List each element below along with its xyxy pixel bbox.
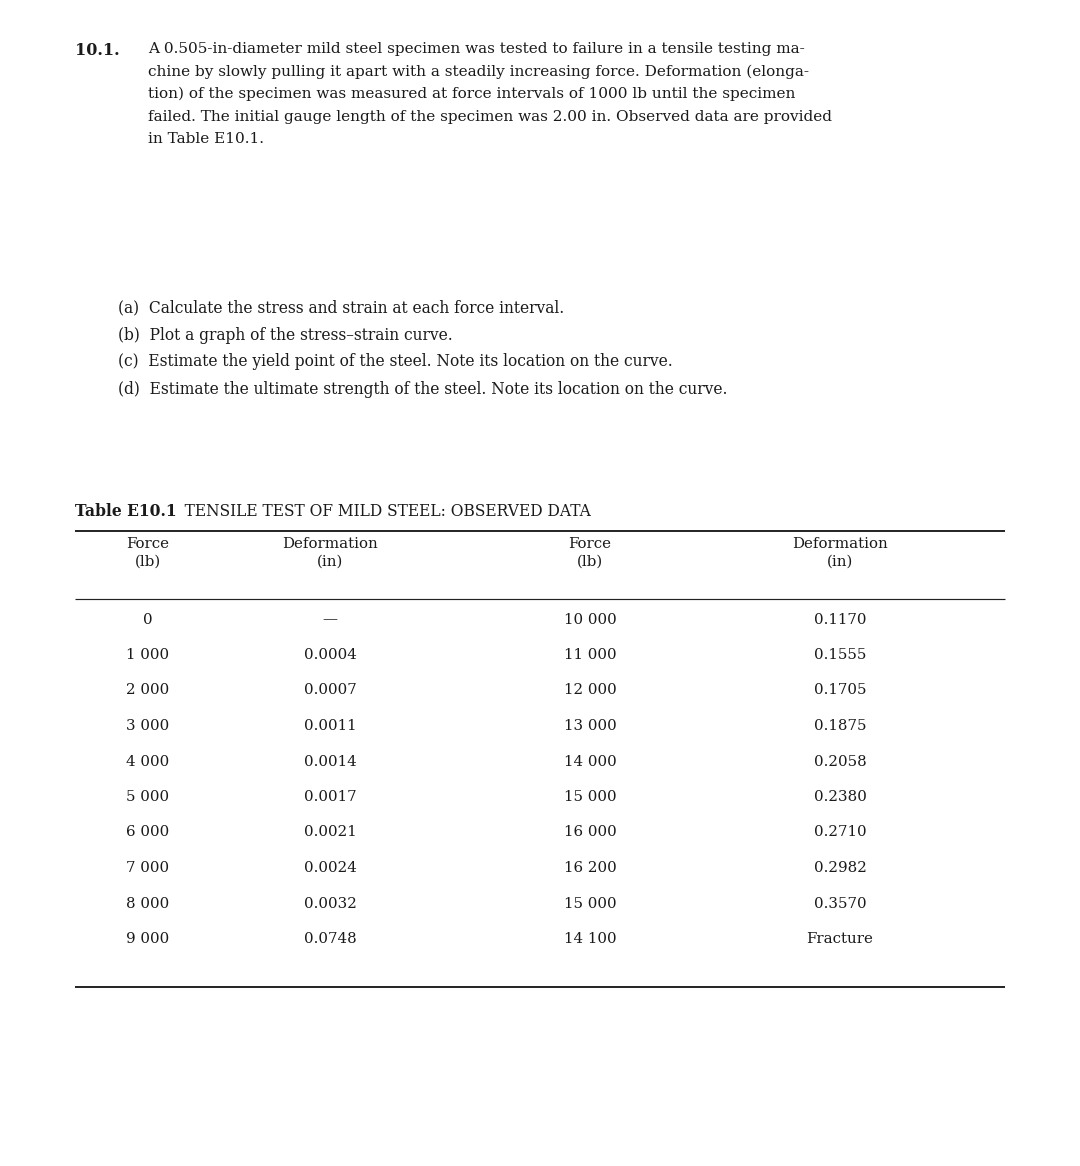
Text: 0.0011: 0.0011 <box>303 719 356 733</box>
Text: 10.1.: 10.1. <box>75 42 120 59</box>
Text: 15 000: 15 000 <box>564 791 617 805</box>
Text: 8 000: 8 000 <box>126 897 170 911</box>
Text: 13 000: 13 000 <box>564 719 617 733</box>
Text: 14 100: 14 100 <box>564 932 617 946</box>
Text: 0: 0 <box>144 612 152 626</box>
Text: Force
(lb): Force (lb) <box>126 536 170 568</box>
Text: 14 000: 14 000 <box>564 754 617 768</box>
Text: 5 000: 5 000 <box>126 791 170 805</box>
Text: 0.0021: 0.0021 <box>303 826 356 840</box>
Text: 0.1170: 0.1170 <box>813 612 866 626</box>
Text: 10 000: 10 000 <box>564 612 617 626</box>
Text: 2 000: 2 000 <box>126 683 170 697</box>
Text: (b)  Plot a graph of the stress–strain curve.: (b) Plot a graph of the stress–strain cu… <box>118 326 453 344</box>
Text: 0.2982: 0.2982 <box>813 861 866 874</box>
Text: A 0.505-in-diameter mild steel specimen was tested to failure in a tensile testi: A 0.505-in-diameter mild steel specimen … <box>148 42 805 56</box>
Text: Deformation
(in): Deformation (in) <box>792 536 888 568</box>
Text: 0.2058: 0.2058 <box>813 754 866 768</box>
Text: 0.1555: 0.1555 <box>814 648 866 662</box>
Text: 16 200: 16 200 <box>564 861 617 874</box>
Text: 12 000: 12 000 <box>564 683 617 697</box>
Text: 0.0007: 0.0007 <box>303 683 356 697</box>
Text: —: — <box>323 612 337 626</box>
Text: 0.2710: 0.2710 <box>813 826 866 840</box>
Text: Deformation
(in): Deformation (in) <box>282 536 378 568</box>
Text: 11 000: 11 000 <box>564 648 617 662</box>
Text: Force
(lb): Force (lb) <box>568 536 611 568</box>
Text: 16 000: 16 000 <box>564 826 617 840</box>
Text: (a)  Calculate the stress and strain at each force interval.: (a) Calculate the stress and strain at e… <box>118 300 564 316</box>
Text: 0.0017: 0.0017 <box>303 791 356 805</box>
Text: 0.1705: 0.1705 <box>813 683 866 697</box>
Text: 0.1875: 0.1875 <box>813 719 866 733</box>
Text: TENSILE TEST OF MILD STEEL: OBSERVED DATA: TENSILE TEST OF MILD STEEL: OBSERVED DAT… <box>170 503 591 520</box>
Text: 9 000: 9 000 <box>126 932 170 946</box>
Text: 0.2380: 0.2380 <box>813 791 866 805</box>
Text: tion) of the specimen was measured at force intervals of 1000 lb until the speci: tion) of the specimen was measured at fo… <box>148 87 795 101</box>
Text: chine by slowly pulling it apart with a steadily increasing force. Deformation (: chine by slowly pulling it apart with a … <box>148 64 809 79</box>
Text: (d)  Estimate the ultimate strength of the steel. Note its location on the curve: (d) Estimate the ultimate strength of th… <box>118 380 728 398</box>
Text: 0.0004: 0.0004 <box>303 648 356 662</box>
Text: 15 000: 15 000 <box>564 897 617 911</box>
Text: 4 000: 4 000 <box>126 754 170 768</box>
Text: 7 000: 7 000 <box>126 861 170 874</box>
Text: in Table E10.1.: in Table E10.1. <box>148 132 264 146</box>
Text: (c)  Estimate the yield point of the steel. Note its location on the curve.: (c) Estimate the yield point of the stee… <box>118 353 673 371</box>
Text: 0.3570: 0.3570 <box>813 897 866 911</box>
Text: 0.0032: 0.0032 <box>303 897 356 911</box>
Text: Fracture: Fracture <box>807 932 874 946</box>
Text: 0.0014: 0.0014 <box>303 754 356 768</box>
Text: Table E10.1: Table E10.1 <box>75 503 177 520</box>
Text: failed. The initial gauge length of the specimen was 2.00 in. Observed data are : failed. The initial gauge length of the … <box>148 110 832 124</box>
Text: 0.0748: 0.0748 <box>303 932 356 946</box>
Text: 6 000: 6 000 <box>126 826 170 840</box>
Text: 1 000: 1 000 <box>126 648 170 662</box>
Text: 0.0024: 0.0024 <box>303 861 356 874</box>
Text: 3 000: 3 000 <box>126 719 170 733</box>
